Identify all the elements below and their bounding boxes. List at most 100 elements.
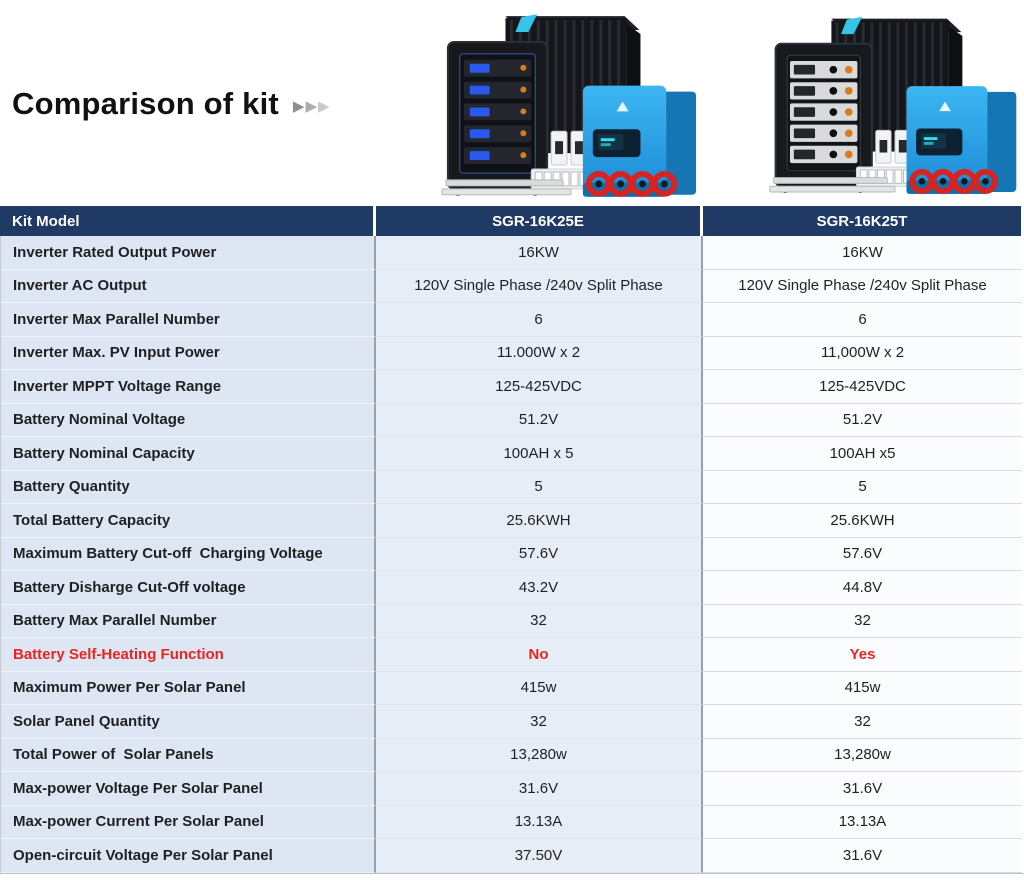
column-header-sgr-16k25t: SGR-16K25T	[703, 206, 1021, 236]
table-row: Inverter AC Output 120V Single Phase /240…	[0, 269, 1024, 303]
row-value-sgr-16k25e: 32	[376, 604, 703, 638]
top-section: Comparison of kit ▶ ▶ ▶	[0, 0, 1024, 206]
row-label: Maximum Battery Cut-off Charging Voltage	[0, 537, 376, 571]
row-value-sgr-16k25t: 13.13A	[703, 805, 1022, 839]
comparison-table: Kit Model SGR-16K25E SGR-16K25T Inverter…	[0, 206, 1024, 874]
table-row: Battery Max Parallel Number 32 32	[0, 604, 1024, 638]
row-value-sgr-16k25e: 43.2V	[376, 571, 703, 605]
solar-kit-illustration	[769, 16, 1017, 194]
row-value-sgr-16k25t: 6	[703, 303, 1022, 337]
row-label: Total Battery Capacity	[0, 504, 376, 538]
table-body: Inverter Rated Output Power 16KW 16KW Inver…	[0, 236, 1024, 873]
table-row: Inverter Max Parallel Number 6 6	[0, 303, 1024, 337]
row-value-sgr-16k25t: 57.6V	[703, 537, 1022, 571]
row-value-sgr-16k25e: 120V Single Phase /240v Split Phase	[376, 269, 703, 303]
row-label: Open-circuit Voltage Per Solar Panel	[0, 839, 376, 873]
row-value-sgr-16k25t: 100AH x5	[703, 437, 1022, 471]
row-value-sgr-16k25e: 32	[376, 705, 703, 739]
row-value-sgr-16k25e: 100AH x 5	[376, 437, 703, 471]
row-value-sgr-16k25e: 31.6V	[376, 772, 703, 806]
table-row: Maximum Battery Cut-off Charging Voltage…	[0, 537, 1024, 571]
row-value-sgr-16k25e: 51.2V	[376, 403, 703, 437]
row-value-sgr-16k25e: 16KW	[376, 236, 703, 270]
inverter-icon	[582, 85, 697, 197]
page-title: Comparison of kit	[12, 86, 279, 121]
arrow-icon: ▶	[305, 98, 319, 115]
row-value-sgr-16k25t: 32	[703, 705, 1022, 739]
row-label: Battery Quantity	[0, 470, 376, 504]
row-value-sgr-16k25e: 11.000W x 2	[376, 336, 703, 370]
row-label: Max-power Voltage Per Solar Panel	[0, 772, 376, 806]
row-value-sgr-16k25e: 57.6V	[376, 537, 703, 571]
row-value-sgr-16k25e: 125-425VDC	[376, 370, 703, 404]
title-block: Comparison of kit ▶ ▶ ▶	[12, 86, 331, 122]
row-value-sgr-16k25t: 125-425VDC	[703, 370, 1022, 404]
table-row: Max-power Voltage Per Solar Panel 31.6V 31…	[0, 772, 1024, 806]
arrow-icon: ▶	[318, 98, 331, 115]
column-header-sgr-16k25e: SGR-16K25E	[376, 206, 703, 236]
row-value-sgr-16k25t: 32	[703, 604, 1022, 638]
table-row: Total Power of Solar Panels 13,280w 13,280…	[0, 738, 1024, 772]
table-row: Inverter MPPT Voltage Range 125-425VDC 125…	[0, 370, 1024, 404]
row-value-sgr-16k25e: 5	[376, 470, 703, 504]
table-row: Battery Quantity 5 5	[0, 470, 1024, 504]
mounting-rails-icon	[769, 177, 896, 193]
row-label: Inverter Rated Output Power	[0, 236, 376, 270]
row-value-sgr-16k25e: 415w	[376, 671, 703, 705]
row-label: Battery Max Parallel Number	[0, 604, 376, 638]
table-row: Battery Self-Heating Function No Yes	[0, 638, 1024, 672]
table-row: Max-power Current Per Solar Panel 13.13A 1…	[0, 805, 1024, 839]
cable-coil-centers	[595, 180, 668, 188]
row-value-sgr-16k25e: 6	[376, 303, 703, 337]
row-label: Battery Disharge Cut-Off voltage	[0, 571, 376, 605]
solar-kit-illustration	[441, 14, 697, 197]
table-row: Inverter Rated Output Power 16KW 16KW	[0, 236, 1024, 270]
row-value-sgr-16k25t: 415w	[703, 671, 1022, 705]
row-value-sgr-16k25t: 11,000W x 2	[703, 336, 1022, 370]
row-label: Inverter AC Output	[0, 269, 376, 303]
arrow-icon: ▶	[292, 98, 306, 115]
table-row: Maximum Power Per Solar Panel 415w 415w	[0, 671, 1024, 705]
inverter-icon	[906, 86, 1017, 194]
row-value-sgr-16k25e: 37.50V	[376, 839, 703, 873]
row-value-sgr-16k25t: 31.6V	[703, 772, 1022, 806]
cable-coils-icon	[909, 168, 998, 194]
row-label: Total Power of Solar Panels	[0, 738, 376, 772]
row-label: Max-power Current Per Solar Panel	[0, 805, 376, 839]
row-value-sgr-16k25t: 5	[703, 470, 1022, 504]
row-value-sgr-16k25t: 13,280w	[703, 738, 1022, 772]
row-label: Battery Nominal Voltage	[0, 403, 376, 437]
row-label: Maximum Power Per Solar Panel	[0, 671, 376, 705]
row-value-sgr-16k25e: 25.6KWH	[376, 504, 703, 538]
table-row: Battery Nominal Capacity 100AH x 5 100AH x…	[0, 437, 1024, 471]
table-row: Battery Disharge Cut-Off voltage 43.2V 44.…	[0, 571, 1024, 605]
product-image-sgr-16k25t	[764, 4, 1024, 198]
table-row: Battery Nominal Voltage 51.2V 51.2V	[0, 403, 1024, 437]
triple-arrow-icon: ▶ ▶ ▶	[293, 97, 331, 115]
row-label: Solar Panel Quantity	[0, 705, 376, 739]
row-value-sgr-16k25e: 13,280w	[376, 738, 703, 772]
row-label: Battery Self-Heating Function	[0, 638, 376, 672]
row-value-sgr-16k25t: 44.8V	[703, 571, 1022, 605]
row-label: Inverter MPPT Voltage Range	[0, 370, 376, 404]
mounting-rails-icon	[441, 179, 572, 196]
product-image-sgr-16k25e	[436, 4, 704, 198]
row-label: Battery Nominal Capacity	[0, 437, 376, 471]
row-value-sgr-16k25t: Yes	[703, 638, 1022, 672]
table-row: Solar Panel Quantity 32 32	[0, 705, 1024, 739]
row-label: Inverter Max Parallel Number	[0, 303, 376, 337]
row-value-sgr-16k25t: 25.6KWH	[703, 504, 1022, 538]
table-row: Total Battery Capacity 25.6KWH 25.6KWH	[0, 504, 1024, 538]
table-row: Open-circuit Voltage Per Solar Panel 37.5…	[0, 839, 1024, 873]
row-value-sgr-16k25t: 120V Single Phase /240v Split Phase	[703, 269, 1022, 303]
table-header-row: Kit Model SGR-16K25E SGR-16K25T	[0, 206, 1024, 236]
cable-coil-centers	[918, 178, 989, 185]
row-value-sgr-16k25e: No	[376, 638, 703, 672]
battery-rack-icon	[774, 42, 873, 193]
cable-coils-icon	[585, 170, 678, 197]
row-value-sgr-16k25t: 51.2V	[703, 403, 1022, 437]
row-value-sgr-16k25t: 31.6V	[703, 839, 1022, 873]
column-header-kit-model: Kit Model	[0, 206, 376, 236]
battery-rack-icon	[446, 40, 549, 196]
